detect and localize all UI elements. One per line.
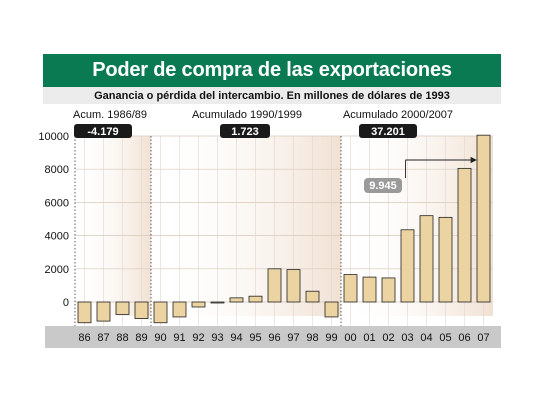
y-tick-label: 10000	[38, 131, 69, 143]
x-tick-label: 99	[325, 332, 337, 344]
x-axis-ticks: 86 87 88 89 90 91 92 93 94 95 96 97 98 99 00 01 02 03 04 05…	[78, 332, 489, 344]
y-tick-label: 6000	[45, 197, 69, 209]
period-label-0: Acum. 1986/89	[73, 109, 147, 121]
bar-95	[248, 295, 263, 303]
x-tick-label: 94	[230, 332, 242, 344]
period-shade-0	[75, 136, 151, 316]
chart-title: Poder de compra de las exportaciones	[43, 54, 501, 87]
period-badge-0	[74, 124, 132, 138]
period-badge-1	[220, 124, 270, 138]
bar-93	[210, 301, 225, 304]
bar-89	[134, 301, 149, 320]
annotation-value: 9.945	[369, 180, 397, 192]
period-dividers	[74, 136, 342, 326]
x-axis-band	[45, 326, 501, 348]
x-tick-label: 02	[382, 332, 394, 344]
bar-94	[229, 297, 244, 303]
x-tick-label: 03	[401, 332, 413, 344]
bar-98	[305, 290, 320, 303]
bar-05	[438, 216, 453, 303]
period-shade-1	[151, 136, 341, 316]
growth-annotation: 9.945	[364, 156, 477, 193]
y-tick-label: 2000	[45, 264, 69, 276]
x-tick-label: 89	[135, 332, 147, 344]
x-tick-label: 06	[458, 332, 470, 344]
x-tick-label: 93	[211, 332, 223, 344]
period-label-1: Acumulado 1990/1999	[192, 109, 302, 121]
bar-91	[172, 301, 187, 318]
bar-88	[115, 301, 130, 315]
bar-02	[381, 277, 396, 303]
bars	[77, 134, 491, 324]
bar-00	[343, 274, 358, 303]
period-value-0: -4.179	[87, 126, 118, 138]
bar-01	[362, 276, 377, 303]
y-tick-label: 4000	[45, 231, 69, 243]
x-tick-label: 07	[477, 332, 489, 344]
x-tick-label: 90	[154, 332, 166, 344]
bar-03	[400, 229, 415, 303]
x-tick-label: 92	[192, 332, 204, 344]
bar-06	[457, 167, 472, 303]
x-tick-label: 04	[420, 332, 432, 344]
x-axis-band-rect	[45, 326, 501, 348]
period-value-2: 37.201	[371, 126, 405, 138]
x-tick-label: 00	[344, 332, 356, 344]
bar-96	[267, 268, 282, 303]
y-tick-label: 0	[63, 297, 69, 309]
x-tick-label: 97	[287, 332, 299, 344]
bar-87	[96, 301, 111, 322]
x-tick-label: 86	[78, 332, 90, 344]
x-tick-label: 01	[363, 332, 375, 344]
x-tick-label: 05	[439, 332, 451, 344]
period-label-2: Acumulado 2000/2007	[343, 109, 453, 121]
x-tick-label: 87	[97, 332, 109, 344]
period-badge-2	[359, 124, 417, 138]
bar-92	[191, 301, 206, 308]
x-tick-label: 91	[173, 332, 185, 344]
period-labels: Acum. 1986/89 -4.179 Acumulado 1990/1999 1.…	[73, 109, 453, 138]
y-tick-label: 8000	[45, 164, 69, 176]
x-tick-label: 88	[116, 332, 128, 344]
period-value-1: 1.723	[231, 126, 259, 138]
bar-07	[476, 134, 491, 303]
chart-subtitle: Ganancia o pérdida del intercambio. En m…	[43, 87, 501, 104]
y-axis-ticks: 0 2000 4000 6000 8000 10000	[38, 131, 69, 309]
x-tick-label: 95	[249, 332, 261, 344]
bar-99	[324, 301, 339, 318]
bar-97	[286, 269, 301, 303]
bar-04	[419, 215, 434, 303]
x-tick-label: 98	[306, 332, 318, 344]
bar-90	[153, 301, 168, 324]
x-tick-label: 96	[268, 332, 280, 344]
annotation-badge	[364, 178, 402, 193]
bar-86	[77, 301, 92, 324]
